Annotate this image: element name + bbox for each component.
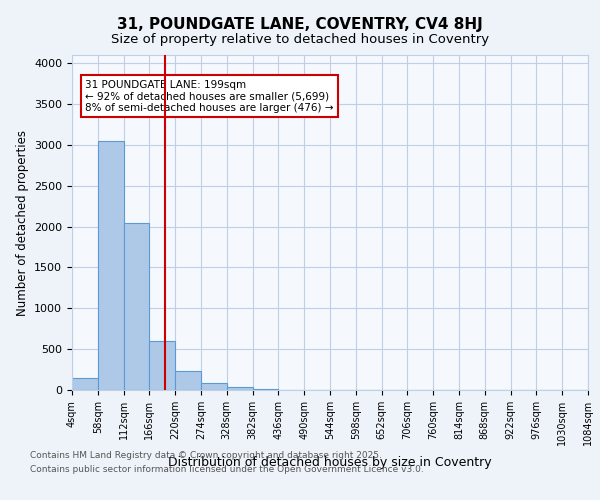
X-axis label: Distribution of detached houses by size in Coventry: Distribution of detached houses by size … [168,456,492,469]
Bar [175,371,201,390]
Bar [149,341,175,390]
Text: Size of property relative to detached houses in Coventry: Size of property relative to detached ho… [111,32,489,46]
Bar [124,222,149,390]
Text: 31, POUNDGATE LANE, COVENTRY, CV4 8HJ: 31, POUNDGATE LANE, COVENTRY, CV4 8HJ [117,18,483,32]
Bar [201,384,227,390]
Bar [98,141,124,390]
Bar [72,378,98,390]
Text: 31 POUNDGATE LANE: 199sqm
← 92% of detached houses are smaller (5,699)
8% of sem: 31 POUNDGATE LANE: 199sqm ← 92% of detac… [85,80,334,112]
Bar [253,389,278,390]
Bar [227,386,253,390]
Text: Contains HM Land Registry data © Crown copyright and database right 2025.: Contains HM Land Registry data © Crown c… [30,450,382,460]
Y-axis label: Number of detached properties: Number of detached properties [16,130,29,316]
Text: Contains public sector information licensed under the Open Government Licence v3: Contains public sector information licen… [30,466,424,474]
